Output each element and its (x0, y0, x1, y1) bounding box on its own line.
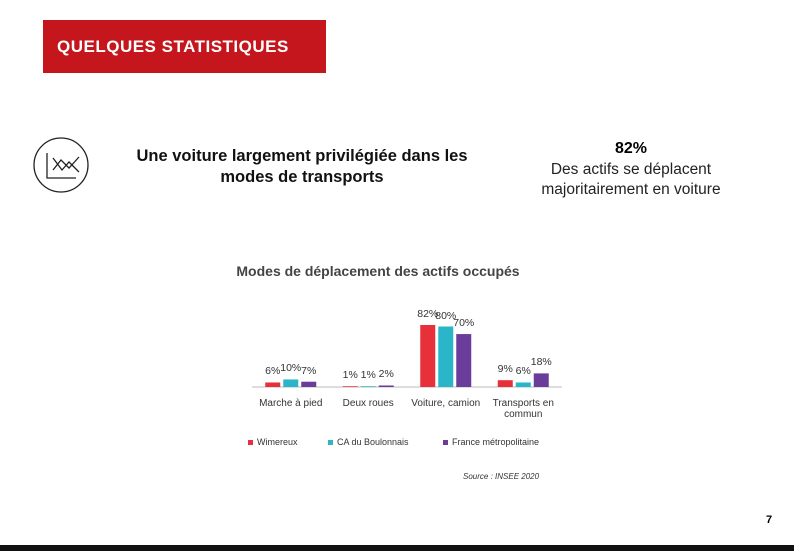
value-label: 7% (301, 364, 317, 377)
legend-swatch (328, 440, 333, 445)
value-label: 10% (280, 362, 302, 375)
bar (497, 380, 513, 387)
value-label: 6% (265, 365, 281, 378)
icon (33, 137, 89, 193)
bar (342, 386, 358, 387)
value-label: 6% (515, 365, 531, 378)
source: Source : INSEE 2020 (463, 472, 540, 481)
bar (533, 373, 549, 387)
header-title: QUELQUES STATISTIQUES (43, 20, 326, 73)
bar (438, 326, 454, 387)
bar (456, 334, 472, 387)
value-label: 80% (435, 309, 457, 322)
bar (283, 379, 299, 387)
value-label: 1% (342, 369, 358, 382)
legend-swatch (248, 440, 253, 445)
x-tick-label: Deux roues (342, 398, 394, 409)
value-label: 18% (530, 356, 552, 369)
stat-value: 82% (614, 140, 648, 157)
value-label: 82% (417, 308, 439, 320)
bar (265, 382, 281, 387)
legend-label: Wimereux (257, 437, 298, 447)
x-tick-label: Transports en commun (492, 398, 554, 420)
value-label: 9% (497, 363, 513, 376)
legend-swatch (443, 440, 448, 445)
stat-text: Des actifs se déplacent majoritairement … (541, 161, 721, 198)
bar (360, 386, 376, 387)
legend-label: France métropolitaine (452, 437, 540, 447)
value-label: 2% (378, 368, 394, 381)
legend-label: CA du Boulonnais (337, 437, 409, 447)
x-tick-label: Marche à pied (259, 398, 323, 409)
value-label: 70% (453, 317, 475, 330)
bar (378, 385, 394, 387)
bar (420, 325, 436, 387)
chart-title: Modes de déplacement des actifs occupés (236, 263, 520, 279)
value-label: 1% (360, 369, 376, 382)
bar (301, 381, 317, 387)
footer-bar (0, 545, 794, 551)
bar (515, 382, 531, 387)
page-number: 7 (766, 514, 773, 526)
x-tick-label: Voiture, camion (411, 398, 481, 409)
headline: Une voiture largement privilégiée dans l… (136, 147, 468, 186)
